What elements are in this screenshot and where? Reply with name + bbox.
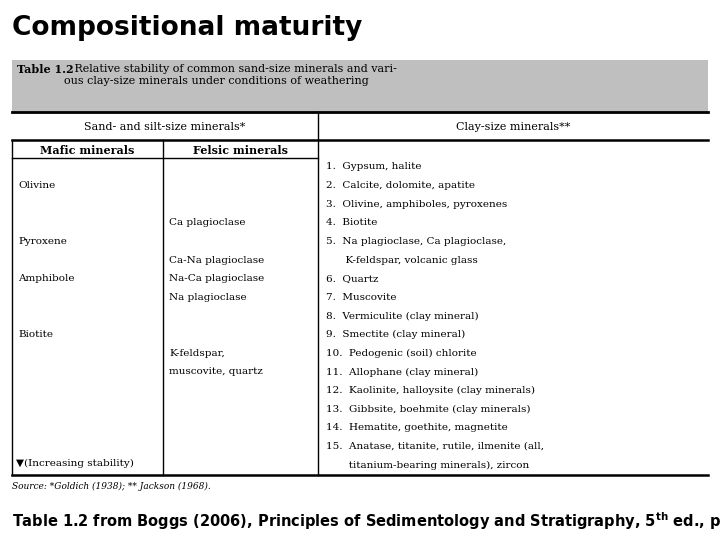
Text: Compositional maturity: Compositional maturity: [12, 15, 362, 41]
Text: titanium-bearing minerals), zircon: titanium-bearing minerals), zircon: [326, 461, 529, 470]
Text: Sand- and silt-size minerals*: Sand- and silt-size minerals*: [84, 122, 246, 132]
Text: 11.  Allophane (clay mineral): 11. Allophane (clay mineral): [326, 367, 478, 376]
Text: 1.  Gypsum, halite: 1. Gypsum, halite: [326, 163, 421, 171]
Text: Table 1.2 from Boggs (2006), Principles of Sedimentology and Stratigraphy, 5$^{\: Table 1.2 from Boggs (2006), Principles …: [12, 510, 720, 532]
Text: ▼(Increasing stability): ▼(Increasing stability): [16, 459, 134, 468]
Text: Pyroxene: Pyroxene: [18, 237, 67, 246]
Text: Ca-Na plagioclase: Ca-Na plagioclase: [169, 255, 264, 265]
Text: 3.  Olivine, amphiboles, pyroxenes: 3. Olivine, amphiboles, pyroxenes: [326, 200, 508, 208]
Bar: [12, 60, 708, 112]
Text: Felsic minerals: Felsic minerals: [193, 145, 288, 156]
Text: 8.  Vermiculite (clay mineral): 8. Vermiculite (clay mineral): [326, 312, 479, 321]
Text: Amphibole: Amphibole: [18, 274, 74, 283]
Text: Na-Ca plagioclase: Na-Ca plagioclase: [169, 274, 264, 283]
Text: 12.  Kaolinite, halloysite (clay minerals): 12. Kaolinite, halloysite (clay minerals…: [326, 386, 535, 395]
Text: Table 1.2: Table 1.2: [17, 64, 73, 75]
Text: Olivine: Olivine: [18, 181, 55, 190]
Text: 14.  Hematite, goethite, magnetite: 14. Hematite, goethite, magnetite: [326, 423, 508, 433]
Text: Source: *Goldich (1938); ** Jackson (1968).: Source: *Goldich (1938); ** Jackson (196…: [12, 482, 211, 491]
Text: 13.  Gibbsite, boehmite (clay minerals): 13. Gibbsite, boehmite (clay minerals): [326, 405, 531, 414]
Text: Relative stability of common sand-size minerals and vari-
ous clay-size minerals: Relative stability of common sand-size m…: [64, 64, 397, 86]
Text: 6.  Quartz: 6. Quartz: [326, 274, 379, 283]
Text: Na plagioclase: Na plagioclase: [169, 293, 247, 302]
Text: 10.  Pedogenic (soil) chlorite: 10. Pedogenic (soil) chlorite: [326, 349, 477, 358]
Text: Biotite: Biotite: [18, 330, 53, 339]
Text: K-feldspar,: K-feldspar,: [169, 349, 225, 358]
Text: Mafic minerals: Mafic minerals: [40, 145, 135, 156]
Text: 5.  Na plagioclase, Ca plagioclase,: 5. Na plagioclase, Ca plagioclase,: [326, 237, 506, 246]
Text: 7.  Muscovite: 7. Muscovite: [326, 293, 397, 302]
Text: Ca plagioclase: Ca plagioclase: [169, 218, 246, 227]
Text: Clay-size minerals**: Clay-size minerals**: [456, 122, 570, 132]
Text: 15.  Anatase, titanite, rutile, ilmenite (all,: 15. Anatase, titanite, rutile, ilmenite …: [326, 442, 544, 451]
Text: muscovite, quartz: muscovite, quartz: [169, 367, 263, 376]
Text: K-feldspar, volcanic glass: K-feldspar, volcanic glass: [326, 255, 478, 265]
Text: 9.  Smectite (clay mineral): 9. Smectite (clay mineral): [326, 330, 465, 339]
Text: 2.  Calcite, dolomite, apatite: 2. Calcite, dolomite, apatite: [326, 181, 475, 190]
Text: 4.  Biotite: 4. Biotite: [326, 218, 377, 227]
